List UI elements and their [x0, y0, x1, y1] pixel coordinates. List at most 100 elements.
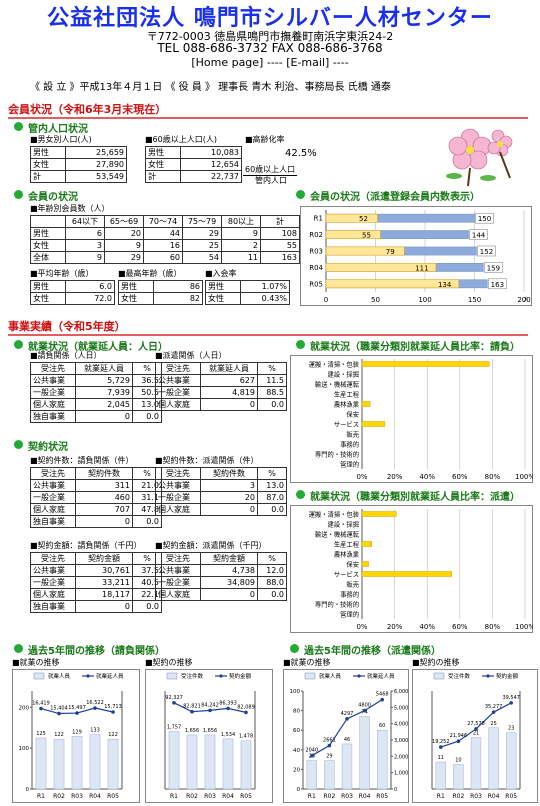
- bar: [325, 230, 381, 239]
- legend-marker: [86, 674, 90, 678]
- row: 男性 1.07%: [205, 280, 290, 293]
- x-tick-label: 60%: [452, 623, 468, 631]
- combo-chart: R1 R02 R03 R04 R05 受注件数 11 10 21 25 23 契約金額 19,25221…: [412, 669, 538, 803]
- row: 個人家庭 0 0.0: [155, 503, 287, 516]
- y2-tick-label: 5,000: [394, 705, 408, 711]
- header-cell: 計: [260, 215, 300, 228]
- row: 全体 9 29 60 54 11 163: [30, 251, 300, 264]
- cell: 一般企業: [30, 576, 76, 589]
- data-label: 134: [438, 281, 452, 289]
- legend-label: 就業人員: [319, 672, 342, 680]
- data-label: 159: [487, 264, 500, 272]
- cell: 女性: [118, 292, 154, 305]
- x-tick-label: R04: [488, 793, 500, 800]
- table-caption: ■契約金額：請負関係（千円）: [30, 541, 142, 550]
- cell: 公共事業: [155, 479, 201, 492]
- cell: 一般企業: [30, 386, 76, 399]
- cell: 11: [221, 251, 261, 264]
- row: 公共事業 3 13.0: [155, 479, 287, 492]
- row: 女性 82: [118, 292, 203, 305]
- header-cell: %: [257, 552, 287, 565]
- category-label: 専門的・技術的: [315, 600, 359, 609]
- row: 男性 10,083: [145, 146, 242, 159]
- cell: 72.0: [65, 292, 115, 305]
- bar: [53, 738, 65, 790]
- table-caption: ■男女別人口(人): [30, 135, 92, 144]
- table-caption: ■60歳以上人口(人): [145, 135, 217, 144]
- chart-caption: ■契約の推移: [412, 658, 460, 667]
- data-label: 82,821: [183, 704, 201, 710]
- y-tick-label: 60: [293, 728, 300, 734]
- row: 個人家庭 2,045 13.0: [30, 398, 162, 411]
- cell: 0.0: [132, 410, 162, 423]
- cell: 独自事業: [30, 600, 76, 613]
- cell: 1.07%: [240, 280, 290, 293]
- header-cell: 70〜74: [143, 215, 183, 228]
- cell: 個人家庭: [155, 398, 201, 411]
- cell: 25,659: [65, 146, 127, 159]
- cell: 一般企業: [155, 576, 201, 589]
- cell: 独自事業: [30, 515, 76, 528]
- data-label: 163: [491, 281, 504, 289]
- x-tick-label: 100%: [515, 473, 533, 481]
- sub-heading: 就業状況（職業分類別就業延人員比率：請負）: [296, 338, 520, 353]
- row: 一般企業 460 31.1: [30, 491, 162, 504]
- data-label: 133: [90, 728, 100, 734]
- row: 女性 3 9 16 25 2 55: [30, 239, 300, 252]
- category-label: 保安: [346, 410, 359, 419]
- table-block: ■契約件数：請負関係（件） 受注先 契約件数% 公共事業 311 21.0 一般企業 460 3…: [30, 455, 162, 528]
- table-block: ■請負関係（人日） 受注先 就業延人員% 公共事業 5,729 36.5 一般企業 7,939…: [30, 350, 162, 423]
- header-cell: 受注先: [30, 552, 76, 565]
- bar: [325, 213, 378, 223]
- sub-heading: 会員の状況（派遣登録会員内数表示）: [296, 188, 480, 203]
- category-label: 事務的: [340, 440, 359, 449]
- section-heading: 会員状況（令和6年3月末現在）: [8, 101, 528, 119]
- x-tick-label: 200: [517, 296, 530, 304]
- x-tick-label: 150: [468, 296, 481, 304]
- cell: 一般企業: [155, 386, 201, 399]
- address: 〒772-0003 徳島県鳴門市撫養町南浜字東浜24-2: [146, 30, 394, 43]
- category-label: R03: [309, 248, 323, 256]
- combo-chart: R1 R02 R03 R04 R05 受注件数 1,757 1,656 1,656 1,534 1,…: [145, 669, 273, 803]
- line-point: [75, 711, 79, 715]
- header-row: 受注先 契約金額%: [30, 552, 162, 565]
- data-label: 144: [472, 232, 486, 240]
- line-point: [244, 710, 248, 715]
- sub-heading: 会員の状況: [14, 188, 78, 203]
- header-cell: 契約件数: [75, 467, 133, 480]
- cell: 13.0: [257, 479, 287, 492]
- cell: 18,117: [75, 588, 133, 601]
- line-point: [327, 743, 332, 748]
- bar: [341, 743, 353, 790]
- category-label: 農林漁業: [334, 400, 360, 409]
- bar: [361, 541, 373, 547]
- cell: 20: [200, 491, 258, 504]
- data-label: 1,478: [239, 734, 253, 740]
- x-tick-label: 50: [371, 296, 380, 304]
- x-tick-label: R04: [89, 793, 101, 800]
- data-label: 16,522: [86, 700, 104, 706]
- line-point: [345, 717, 349, 721]
- data-label: 122: [108, 732, 118, 738]
- data-label: 11: [438, 755, 444, 761]
- cell: 0: [75, 600, 133, 613]
- bar: [325, 279, 459, 289]
- legend-marker: [357, 674, 361, 678]
- y2-tick-label: 6,000: [394, 689, 408, 695]
- table: 64以下 65〜69 70〜74 75〜79 80以上計男性 6 20 44 29 9 108 女性 3…: [30, 215, 300, 264]
- cell: 2,045: [75, 398, 133, 411]
- cell: 44: [143, 227, 183, 240]
- table-block: ■契約件数：派遣関係（件） 受注先 契約件数% 公共事業 3 13.0 一般企業 20 87.0…: [155, 455, 287, 516]
- table: 受注先 契約件数% 公共事業 311 21.0 一般企業 460 31.1 個人家庭 707 47.…: [30, 467, 162, 528]
- category-label: R05: [309, 280, 323, 288]
- cell: 9: [221, 227, 261, 240]
- data-label: 4800: [358, 703, 371, 709]
- row: 公共事業 30,761 37.5: [30, 564, 162, 577]
- header-row: 受注先 就業延人員%: [30, 362, 162, 375]
- x-tick-label: R03: [470, 793, 482, 800]
- table-block: ■平均年齢（歳） 男性 6.0 女性 72.0: [30, 268, 115, 305]
- cell: 16: [143, 239, 183, 252]
- line-point: [39, 706, 43, 711]
- cell: 88.0: [257, 576, 287, 589]
